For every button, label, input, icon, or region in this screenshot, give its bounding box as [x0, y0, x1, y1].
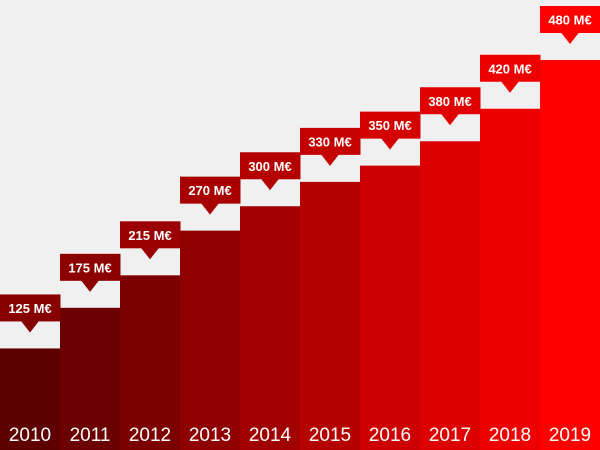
year-label-2018: 2018: [489, 425, 531, 446]
value-label-2019: 480 M€: [548, 13, 591, 28]
year-label-2015: 2015: [309, 425, 351, 446]
value-labels-group: 125 M€ 175 M€ 215 M€ 270 M€ 300 M€ 330 M€ 350 …: [0, 6, 600, 333]
value-label-2014: 300 M€: [248, 159, 291, 174]
value-label-box-2019: [540, 6, 600, 33]
value-label-box-2017: [420, 87, 481, 115]
value-label-2012: 215 M€: [128, 228, 171, 243]
bars-group: [0, 60, 600, 450]
bar-2016: [360, 165, 421, 450]
bar-2017: [420, 141, 481, 450]
value-pointer-2017: [441, 113, 459, 126]
value-pointer-2010: [21, 320, 39, 333]
year-labels-group: 2010 2011 2012 2013 2014 2015 2016 2017 2018 2019: [9, 425, 591, 446]
value-label-box-2018: [480, 54, 541, 82]
value-label-2018: 420 M€: [488, 61, 531, 76]
year-label-2017: 2017: [429, 425, 471, 446]
year-label-2011: 2011: [70, 425, 111, 446]
value-pointer-2018: [501, 81, 519, 93]
bar-2011: [60, 307, 121, 450]
value-pointer-2019: [561, 32, 579, 44]
year-label-2010: 2010: [9, 425, 51, 446]
value-label-box-2014: [240, 152, 301, 180]
year-label-2016: 2016: [369, 425, 411, 446]
bar-2013: [180, 230, 241, 450]
value-label-2015: 330 M€: [308, 134, 351, 149]
bar-2010: [0, 348, 61, 450]
value-pointer-2012: [141, 247, 159, 260]
value-label-2011: 175 M€: [68, 260, 111, 275]
value-label-box-2012: [120, 221, 181, 249]
year-label-2019: 2019: [549, 425, 591, 446]
year-label-2012: 2012: [129, 425, 171, 446]
value-label-box-2011: [60, 253, 121, 281]
value-label-box-2016: [360, 111, 421, 139]
value-label-box-2015: [300, 127, 361, 155]
value-label-box-2013: [180, 176, 241, 204]
value-pointer-2015: [321, 154, 339, 166]
bar-2018: [480, 108, 541, 450]
bar-2019: [540, 60, 600, 450]
year-label-2014: 2014: [249, 425, 292, 446]
value-label-2016: 350 M€: [368, 118, 411, 133]
value-label-box-2010: [0, 294, 61, 322]
bar-2012: [120, 275, 181, 450]
value-label-2017: 380 M€: [428, 94, 471, 109]
year-label-2013: 2013: [189, 425, 231, 446]
value-label-2010: 125 M€: [8, 301, 51, 316]
bar-2014: [240, 206, 301, 450]
bar-2015: [300, 181, 361, 450]
value-pointer-2013: [201, 203, 219, 215]
value-pointer-2014: [261, 178, 279, 191]
value-pointer-2011: [81, 280, 99, 292]
value-label-2013: 270 M€: [188, 183, 231, 198]
value-pointer-2016: [381, 138, 399, 150]
